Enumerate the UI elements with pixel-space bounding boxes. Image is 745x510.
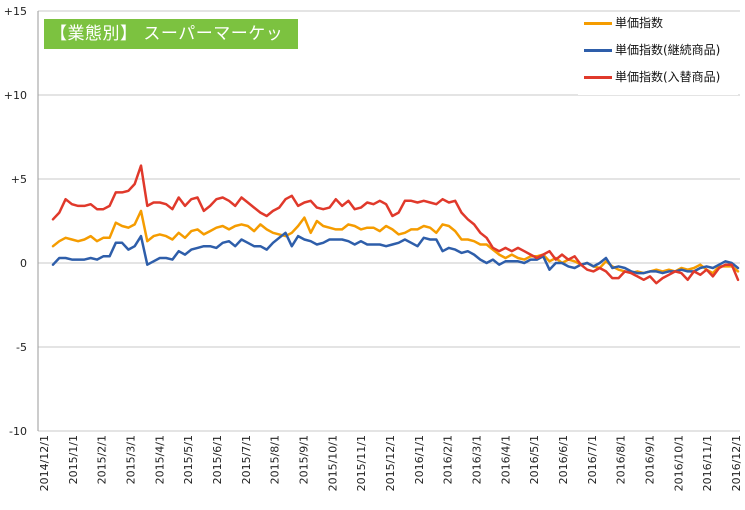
x-tick-label: 2015/12/1 xyxy=(384,435,397,491)
y-tick-label: +15 xyxy=(4,5,27,18)
x-tick-label: 2016/7/1 xyxy=(586,435,599,484)
x-axis: 2014/12/1 2015/1/1 2015/2/1 2015/3/1 2015/4/… xyxy=(38,435,743,491)
series-line-1 xyxy=(51,231,740,275)
legend-label: 単価指数(入替商品) xyxy=(615,70,721,84)
y-tick-label: 0 xyxy=(20,257,27,270)
x-tick-label: 2015/5/1 xyxy=(182,435,195,484)
x-tick-label: 2014/12/1 xyxy=(38,435,51,491)
legend-swatch xyxy=(584,76,612,79)
legend-item-replaced-products: 単価指数(入替商品) xyxy=(578,68,738,95)
y-axis: +15 +10 +5 0 -5 -10 xyxy=(4,5,39,438)
legend-item-price-index: 単価指数 xyxy=(578,14,738,41)
x-tick-label: 2016/1/1 xyxy=(413,435,426,484)
y-tick-label: +10 xyxy=(4,89,27,102)
x-tick-label: 2016/6/1 xyxy=(557,435,570,484)
y-tick-label: -5 xyxy=(16,341,27,354)
x-tick-label: 2015/4/1 xyxy=(153,435,166,484)
x-tick-label: 2015/10/1 xyxy=(326,435,339,491)
x-tick-label: 2016/5/1 xyxy=(528,435,541,484)
x-tick-label: 2016/2/1 xyxy=(442,435,455,484)
x-tick-label: 2015/3/1 xyxy=(125,435,138,484)
x-tick-label: 2016/10/1 xyxy=(672,435,685,491)
legend-swatch xyxy=(584,49,612,52)
x-tick-label: 2015/6/1 xyxy=(211,435,224,484)
x-tick-label: 2015/11/1 xyxy=(355,435,368,491)
x-tick-label: 2016/11/1 xyxy=(701,435,714,491)
legend: 単価指数 単価指数(継続商品) 単価指数(入替商品) xyxy=(578,14,738,95)
gridlines xyxy=(38,10,740,432)
legend-item-continuing-products: 単価指数(継続商品) xyxy=(578,41,738,68)
x-tick-label: 2016/3/1 xyxy=(471,435,484,484)
x-tick-label: 2015/8/1 xyxy=(269,435,282,484)
legend-label: 単価指数 xyxy=(615,16,664,30)
x-tick-label: 2016/9/1 xyxy=(644,435,657,484)
x-tick-label: 2015/9/1 xyxy=(298,435,311,484)
series-line-0 xyxy=(51,209,740,275)
x-tick-label: 2015/7/1 xyxy=(240,435,253,484)
chart-title: 【業態別】 スーパーマーケット xyxy=(44,19,298,74)
series-lines xyxy=(51,164,740,285)
x-tick-label: 2016/8/1 xyxy=(615,435,628,484)
x-tick-label: 2016/4/1 xyxy=(499,435,512,484)
x-tick-label: 2016/12/1 xyxy=(730,435,743,491)
x-tick-label: 2015/1/1 xyxy=(67,435,80,484)
legend-label: 単価指数(継続商品) xyxy=(615,43,721,57)
y-tick-label: +5 xyxy=(11,173,27,186)
y-tick-label: -10 xyxy=(9,425,27,438)
legend-swatch xyxy=(584,22,612,25)
series-line-2 xyxy=(51,164,740,285)
x-tick-label: 2015/2/1 xyxy=(96,435,109,484)
